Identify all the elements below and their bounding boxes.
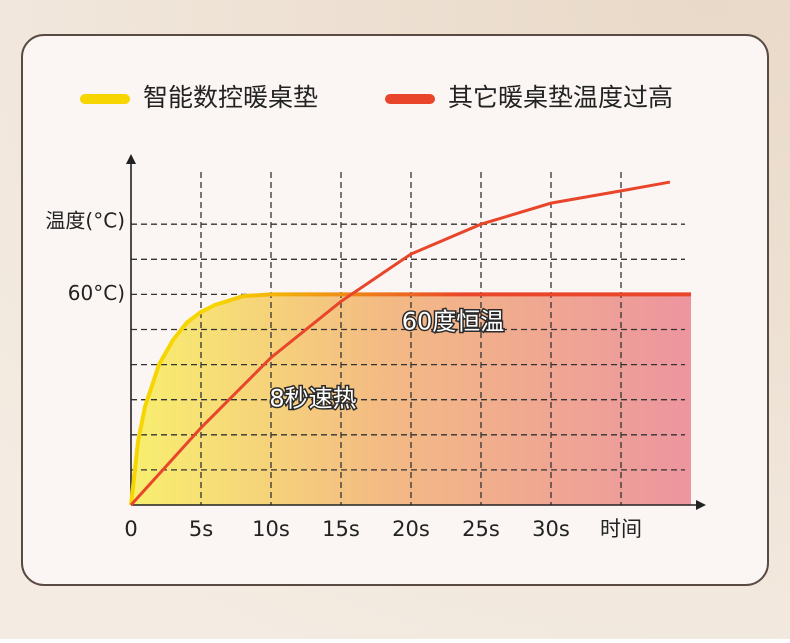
y-tick-label: 60°C) xyxy=(68,281,125,305)
x-tick-label: 0 xyxy=(124,517,137,541)
x-axis-label: 时间 xyxy=(600,517,642,541)
annotation: 8秒速热 xyxy=(269,385,356,413)
annotation: 60度恒温 xyxy=(402,307,505,335)
x-tick-label: 20s xyxy=(392,517,430,541)
x-axis-arrow xyxy=(696,500,706,510)
x-tick-label: 5s xyxy=(189,517,213,541)
series-line xyxy=(129,292,691,506)
x-tick-label: 30s xyxy=(532,517,570,541)
x-tick-label: 10s xyxy=(252,517,290,541)
x-tick-label: 15s xyxy=(322,517,360,541)
legend-label: 智能数控暖桌垫 xyxy=(143,83,318,112)
y-axis-arrow xyxy=(126,154,136,164)
series-line xyxy=(129,180,671,507)
y-axis-label: 温度(°C) xyxy=(45,209,125,233)
x-tick-label: 25s xyxy=(462,517,500,541)
legend-label: 其它暖桌垫温度过高 xyxy=(448,83,673,112)
